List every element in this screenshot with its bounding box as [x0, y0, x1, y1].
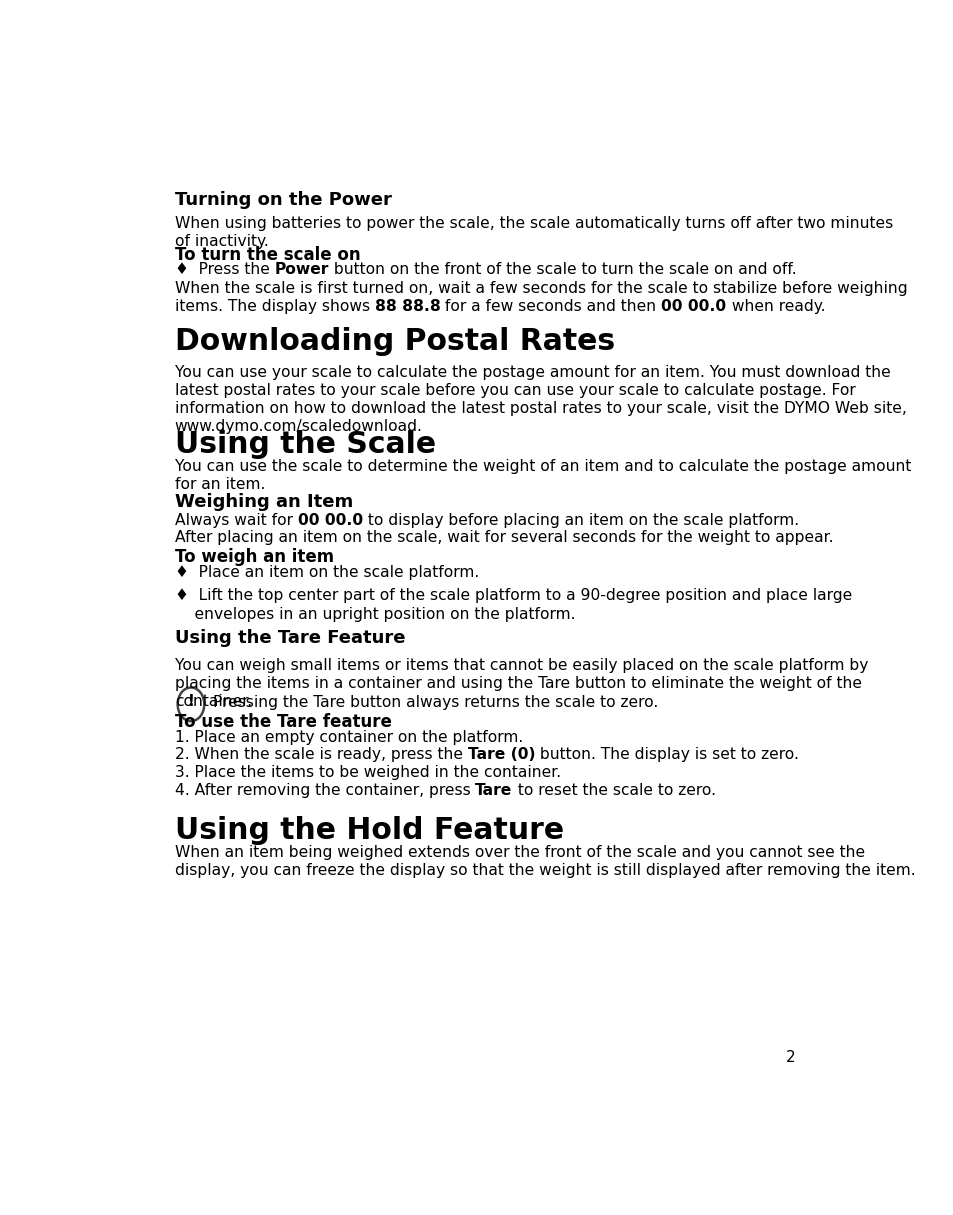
- Text: !: !: [188, 694, 194, 710]
- Text: to reset the scale to zero.: to reset the scale to zero.: [512, 782, 715, 798]
- Text: placing the items in a container and using the Tare button to eliminate the weig: placing the items in a container and usi…: [174, 676, 861, 691]
- Text: To use the Tare feature: To use the Tare feature: [174, 713, 391, 730]
- Text: 88 88.8: 88 88.8: [375, 299, 440, 313]
- Text: ♦  Place an item on the scale platform.: ♦ Place an item on the scale platform.: [174, 565, 478, 580]
- Text: ♦  Lift the top center part of the scale platform to a 90-degree position and pl: ♦ Lift the top center part of the scale …: [174, 588, 851, 604]
- Text: www.dymo.com/scaledownload.: www.dymo.com/scaledownload.: [174, 419, 422, 435]
- Text: Always wait for: Always wait for: [174, 513, 297, 527]
- Text: 00 00.0: 00 00.0: [297, 513, 362, 527]
- Text: 2. When the scale is ready, press the: 2. When the scale is ready, press the: [174, 747, 467, 762]
- Text: of inactivity.: of inactivity.: [174, 234, 268, 249]
- Text: ♦  Press the: ♦ Press the: [174, 261, 274, 277]
- Text: Using the Hold Feature: Using the Hold Feature: [174, 815, 563, 844]
- Text: Tare (0): Tare (0): [467, 747, 535, 762]
- Text: to display before placing an item on the scale platform.: to display before placing an item on the…: [362, 513, 798, 527]
- Text: information on how to download the latest postal rates to your scale, visit the : information on how to download the lates…: [174, 401, 905, 417]
- Text: Turning on the Power: Turning on the Power: [174, 191, 391, 209]
- Text: 3. Place the items to be weighed in the container.: 3. Place the items to be weighed in the …: [174, 765, 560, 780]
- Text: button. The display is set to zero.: button. The display is set to zero.: [535, 747, 799, 762]
- Text: 00 00.0: 00 00.0: [660, 299, 726, 313]
- Text: Power: Power: [274, 261, 329, 277]
- Text: When using batteries to power the scale, the scale automatically turns off after: When using batteries to power the scale,…: [174, 216, 892, 231]
- Text: 4. After removing the container, press: 4. After removing the container, press: [174, 782, 475, 798]
- Text: for a few seconds and then: for a few seconds and then: [440, 299, 660, 313]
- Text: latest postal rates to your scale before you can use your scale to calculate pos: latest postal rates to your scale before…: [174, 383, 855, 399]
- Text: After placing an item on the scale, wait for several seconds for the weight to a: After placing an item on the scale, wait…: [174, 530, 832, 546]
- Text: Tare: Tare: [475, 782, 512, 798]
- Text: When an item being weighed extends over the front of the scale and you cannot se: When an item being weighed extends over …: [174, 844, 864, 860]
- Text: Using the Tare Feature: Using the Tare Feature: [174, 628, 405, 646]
- Text: Using the Scale: Using the Scale: [174, 430, 436, 459]
- Text: To weigh an item: To weigh an item: [174, 548, 334, 566]
- Text: You can use the scale to determine the weight of an item and to calculate the po: You can use the scale to determine the w…: [174, 459, 910, 474]
- Text: 2: 2: [785, 1050, 795, 1064]
- Text: Downloading Postal Rates: Downloading Postal Rates: [174, 327, 614, 356]
- Text: You can weigh small items or items that cannot be easily placed on the scale pla: You can weigh small items or items that …: [174, 657, 867, 673]
- Text: Pressing the Tare button always returns the scale to zero.: Pressing the Tare button always returns …: [213, 695, 658, 710]
- Text: envelopes in an upright position on the platform.: envelopes in an upright position on the …: [174, 606, 575, 622]
- Text: When the scale is first turned on, wait a few seconds for the scale to stabilize: When the scale is first turned on, wait …: [174, 281, 906, 295]
- Text: Weighing an Item: Weighing an Item: [174, 493, 353, 510]
- Text: To turn the scale on: To turn the scale on: [174, 245, 360, 264]
- Text: 1. Place an empty container on the platform.: 1. Place an empty container on the platf…: [174, 729, 522, 745]
- Text: button on the front of the scale to turn the scale on and off.: button on the front of the scale to turn…: [329, 261, 796, 277]
- Text: display, you can freeze the display so that the weight is still displayed after : display, you can freeze the display so t…: [174, 863, 914, 878]
- Text: for an item.: for an item.: [174, 477, 265, 492]
- Text: when ready.: when ready.: [726, 299, 824, 313]
- Text: You can use your scale to calculate the postage amount for an item. You must dow: You can use your scale to calculate the …: [174, 364, 889, 380]
- Text: items. The display shows: items. The display shows: [174, 299, 375, 313]
- Text: container.: container.: [174, 694, 252, 710]
